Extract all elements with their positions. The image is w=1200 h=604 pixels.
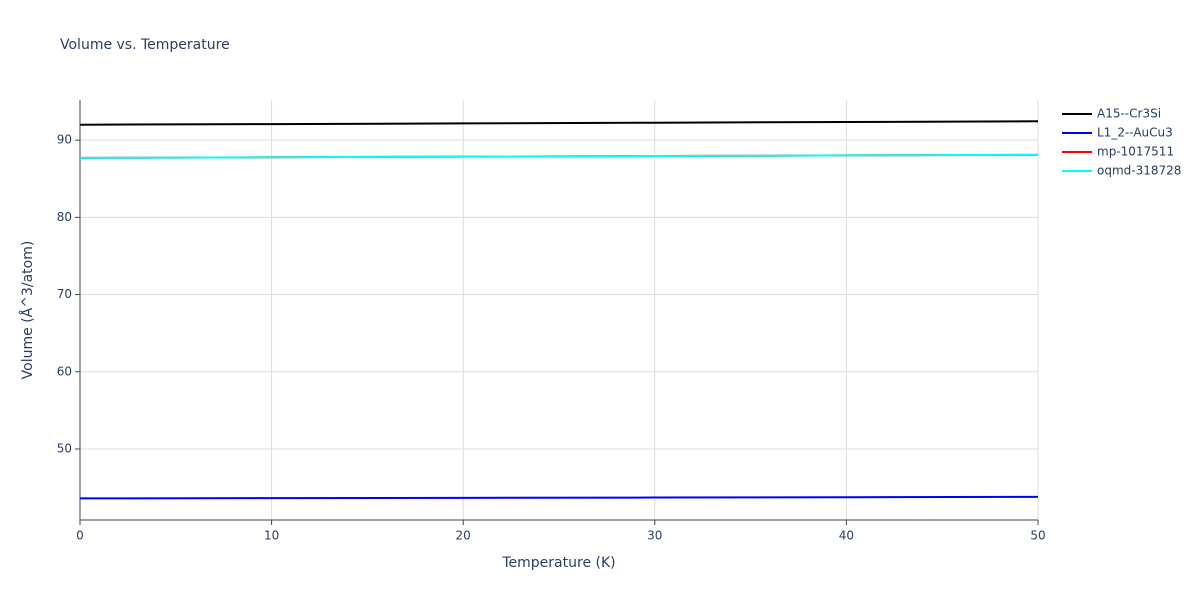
y-tick-label: 80 <box>57 210 72 224</box>
x-tick-label: 40 <box>839 529 854 543</box>
legend-label: L1_2--AuCu3 <box>1097 126 1173 140</box>
legend-label: A15--Cr3Si <box>1097 107 1161 121</box>
y-axis-label: Volume (Å^3/atom) <box>19 241 36 380</box>
x-axis-label: Temperature (K) <box>501 555 615 571</box>
legend-label: oqmd-318728 <box>1097 164 1181 178</box>
series-line <box>79 153 1039 159</box>
series-line <box>79 120 1039 126</box>
y-tick-label: 60 <box>57 364 72 378</box>
legend-label: mp-1017511 <box>1097 145 1174 159</box>
series-line <box>79 495 1039 500</box>
y-tick-label: 50 <box>57 441 72 455</box>
x-tick-label: 30 <box>647 529 662 543</box>
x-tick-label: 50 <box>1030 529 1045 543</box>
x-tick-label: 0 <box>76 529 84 543</box>
y-tick-label: 70 <box>57 287 72 301</box>
chart-title: Volume vs. Temperature <box>60 37 230 53</box>
x-tick-label: 20 <box>456 529 471 543</box>
x-tick-label: 10 <box>264 529 279 543</box>
y-tick-label: 90 <box>57 133 72 147</box>
